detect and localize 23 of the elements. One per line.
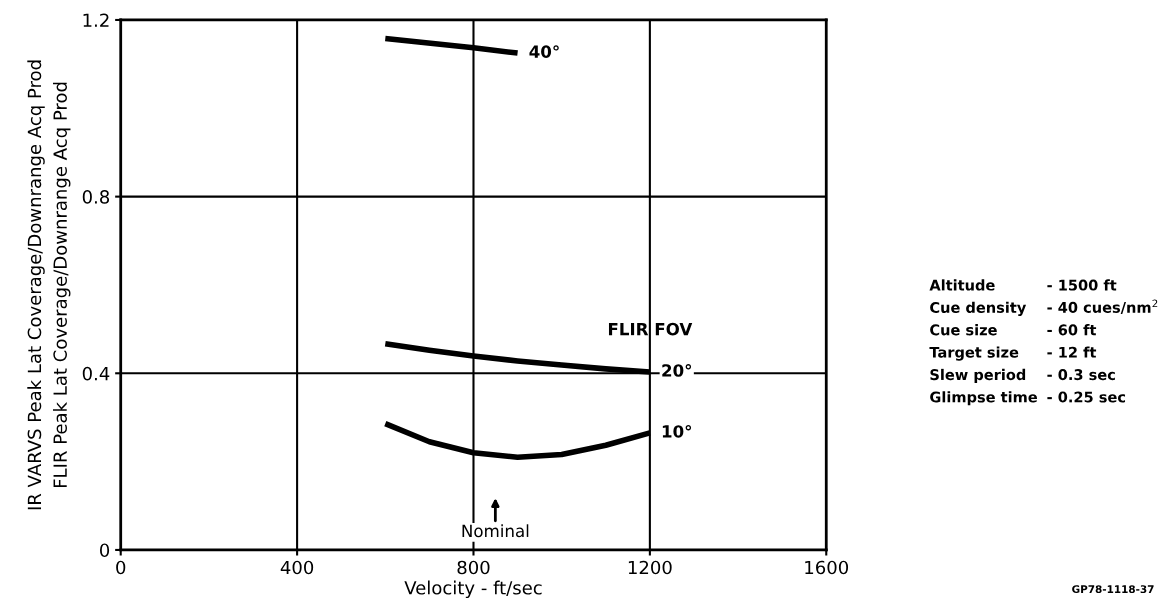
series-label: 10° [662,425,692,438]
text: Cue size - 60 ft [930,324,1097,336]
text: GP78-1118-37 [1072,585,1154,594]
y-axis-title: IR VARVS Peak Lat Coverage/Downrange Acq Prod FLIR Peak Lat Coverage/Downrange Acq Prod [27,60,71,510]
x-tick-label: 1200 [628,560,672,575]
y-tick-label: 0.4 [82,366,110,381]
x-tick-label: 1600 [805,560,849,575]
series-label: 20° [662,364,692,377]
legend-title: FLIR FOV [608,322,693,336]
x-axis-title: Velocity - ft/sec [404,580,542,599]
text: Target size - 12 ft [929,346,1097,361]
y-tick-label: 0 [100,543,110,558]
text: Glimpse time - 0.25 sec [930,391,1126,406]
x-tick-label: 400 [280,560,314,575]
series-label: 40° [529,45,559,58]
annotation: Nominal [462,524,529,538]
x-tick-label: 0 [116,560,126,575]
text: Cue density - 40 cues/nm$^{2}$ [930,299,1158,316]
y-tick-label: 1.2 [83,13,109,27]
y-tick-label: 0.8 [82,190,110,204]
text: Altitude - 1500 ft [929,279,1117,291]
text: Slew period - 0.3 sec [930,368,1115,383]
x-tick-label: 800 [457,560,490,575]
